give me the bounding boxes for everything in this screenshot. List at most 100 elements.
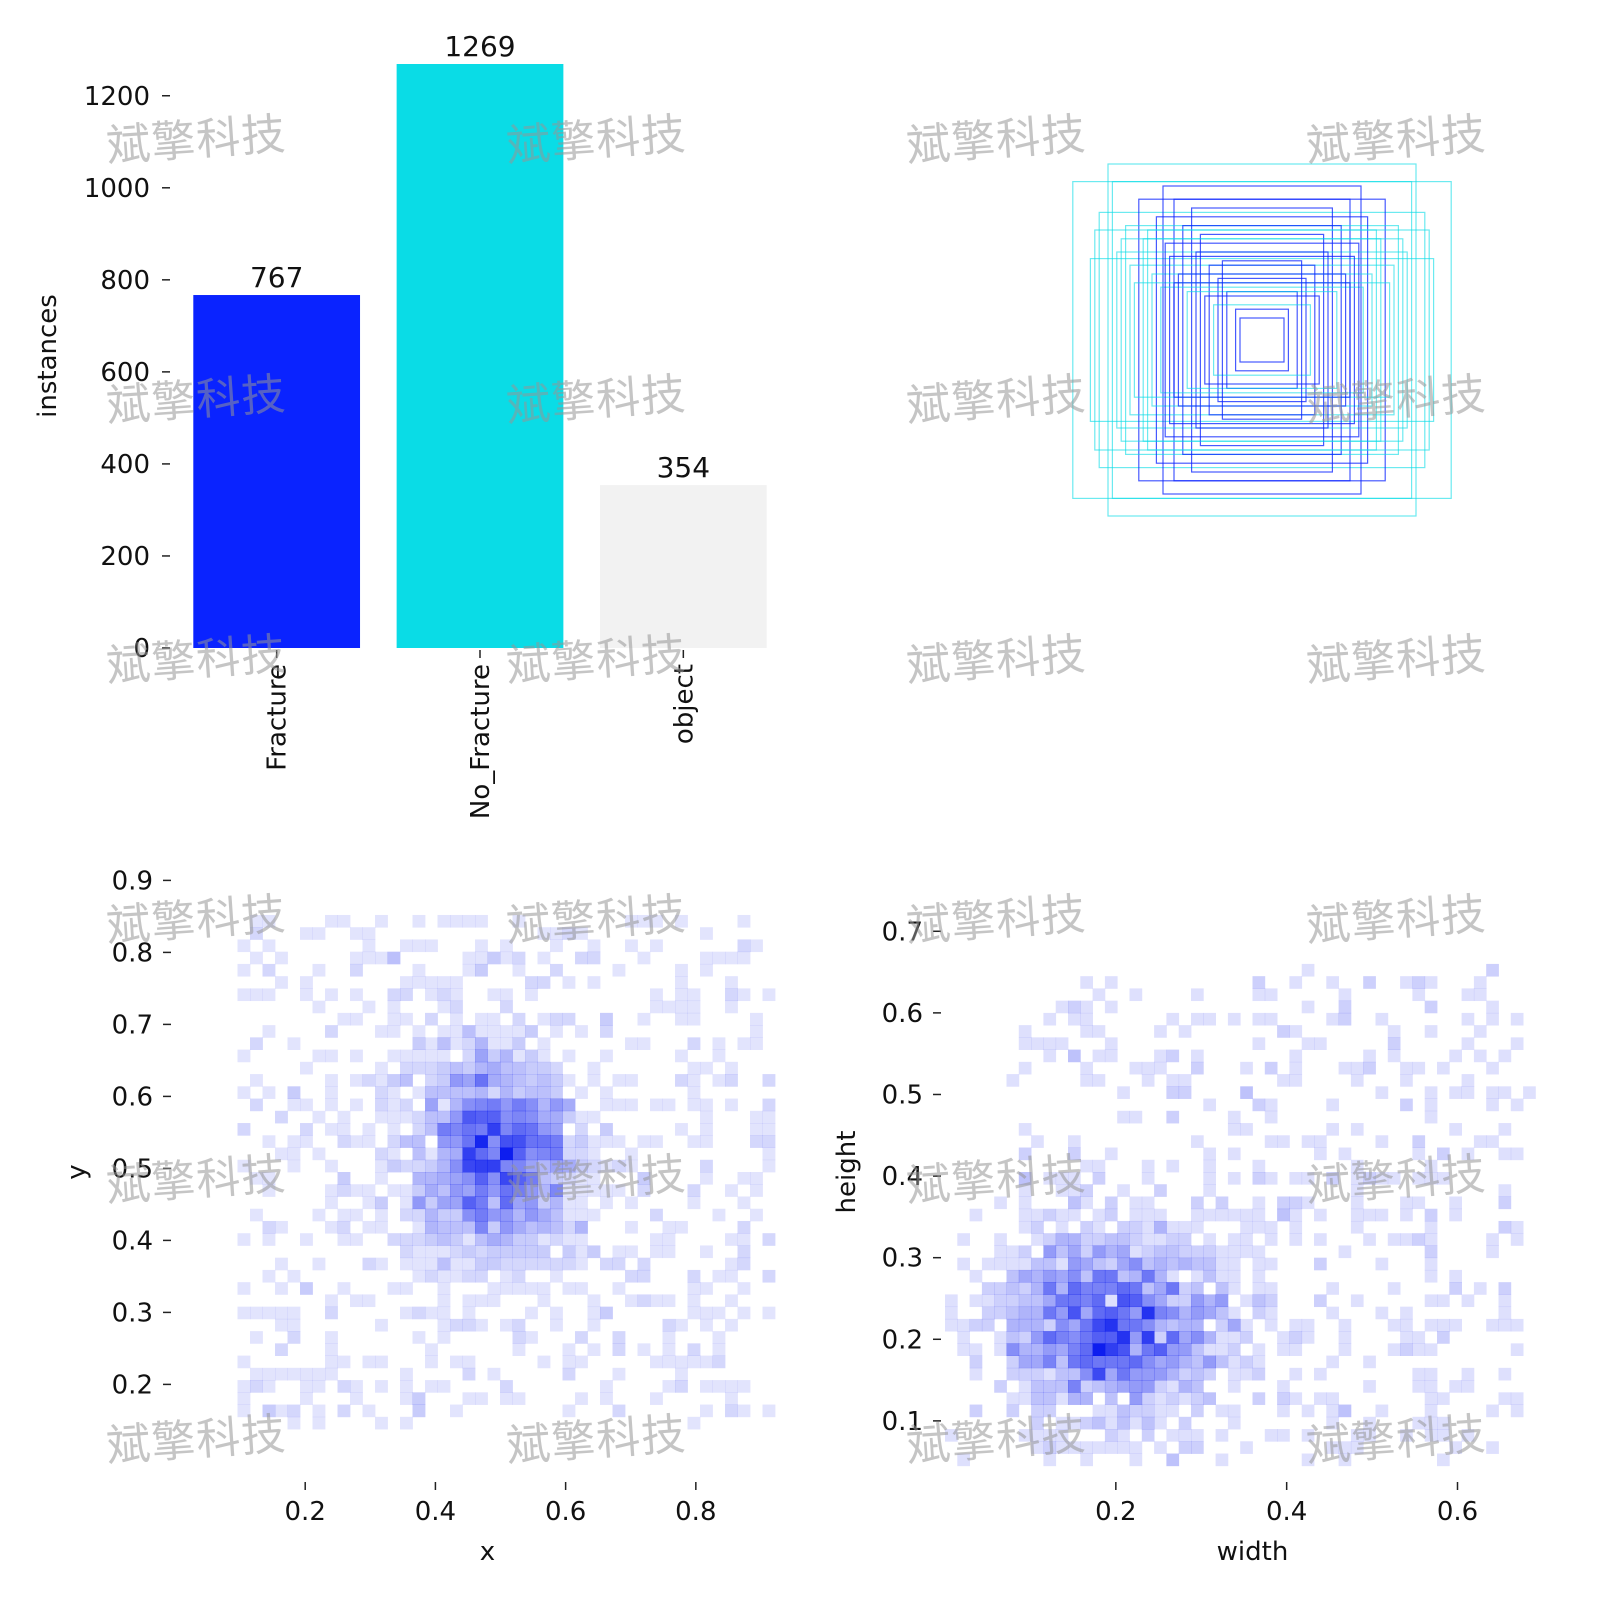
heatmap-cell [1227,1355,1241,1369]
heatmap-cell [237,988,251,1002]
heatmap-cell [1363,1429,1376,1442]
heatmap-cell [957,1318,970,1332]
heatmap-cell [1387,1049,1401,1063]
heatmap-cell [462,1208,476,1222]
heatmap-cell [275,1220,288,1234]
heatmap-cell [687,1098,701,1112]
width-height-heatmap-chart: 0.2 0.4 0.60.10.20.30.40.50.60.7widthheigh… [832,917,1536,1567]
heatmap-cell [487,1098,501,1112]
heatmap-cell [237,963,251,977]
heatmap-cell [250,1098,263,1112]
heatmap-cell [625,1269,638,1283]
heatmap-cell [1018,1208,1032,1222]
heatmap-cell [500,1184,513,1197]
heatmap-cell [994,1196,1007,1210]
heatmap-cell [1240,1233,1253,1246]
heatmap-cell [1314,1367,1327,1381]
heatmap-cell [1498,1196,1512,1210]
heatmap-cell [1227,1404,1241,1418]
heatmap-cell [1092,1257,1106,1271]
heatmap-cell [662,1331,676,1344]
heatmap-cell [387,1159,401,1173]
heatmap-cell [1092,1294,1106,1308]
heatmap-cell [1068,1306,1081,1320]
heatmap-cell [262,1404,276,1418]
heatmap-cell [1203,1355,1216,1369]
heatmap-cell [762,1098,776,1112]
heatmap-cell [1043,1037,1057,1050]
heatmap-cell [550,927,563,940]
heatmap-cell [450,1123,463,1136]
heatmap-cell [550,1025,563,1038]
heatmap-cell [237,1355,251,1369]
heatmap-cell [487,1245,501,1259]
heatmap-cell [981,1257,995,1271]
heatmap-cell [1178,1367,1192,1381]
heatmap-cell [1252,1172,1266,1185]
heatmap-cell [375,1098,388,1112]
heatmap-cell [337,1123,351,1136]
y-tick-label: 0.9 [112,866,153,896]
heatmap-cell [1375,1086,1389,1099]
heatmap-cell [1166,1220,1180,1234]
y-tick-label: 0.7 [882,917,923,947]
heatmap-cell [1363,1380,1376,1393]
heatmap-cell [1117,1110,1130,1124]
heatmap-cell [462,1098,476,1112]
heatmap-cell [1326,1404,1339,1418]
heatmap-cell [387,988,401,1002]
heatmap-cell [487,1110,501,1124]
heatmap-cell [700,1135,713,1148]
heatmap-cell [300,1098,313,1112]
heatmap-cell [587,1343,601,1356]
heatmap-cell [1141,1282,1155,1295]
heatmap-cell [1006,1331,1020,1344]
heatmap-cell [1068,1184,1081,1197]
heatmap-cell [1104,1355,1118,1369]
heatmap-cell [512,1172,526,1185]
heatmap-cell [1277,1196,1290,1210]
heatmap-cell [750,939,763,953]
heatmap-cell [969,1318,983,1332]
heatmap-cell [262,939,276,953]
heatmap-cell [475,963,488,977]
heatmap-cell [1301,1000,1315,1014]
heatmap-cell [687,1074,701,1087]
heatmap-cell [1338,1441,1352,1454]
heatmap-cell [1068,1331,1081,1344]
heatmap-cell [350,1012,363,1026]
heatmap-cell [1117,1429,1130,1442]
heatmap-cell [287,1037,301,1050]
heatmap-cell [1191,1392,1204,1405]
heatmap-cell [1510,1343,1524,1356]
heatmap-cell [400,1135,413,1148]
heatmap-cell [1154,1355,1167,1369]
heatmap-cell [387,1110,401,1124]
heatmap-cell [1104,1233,1118,1246]
heatmap-cell [737,1196,751,1210]
class-instances-bar-chart: 020040060080010001200instances767Fractur… [33,30,767,819]
heatmap-cell [1350,1441,1364,1454]
heatmap-cell [512,1184,526,1197]
heatmap-cell [737,1257,751,1271]
heatmap-cell [1338,1318,1352,1332]
heatmap-cell [1264,1110,1278,1124]
heatmap-cell [662,1233,676,1246]
heatmap-cell [475,1061,488,1075]
heatmap-cell [600,1025,613,1038]
x-tick-label: Fracture [263,664,293,771]
heatmap-cell [425,1380,438,1393]
heatmap-cell [1055,1208,1069,1222]
heatmap-cell [475,1110,488,1124]
heatmap-cell [1129,1453,1143,1467]
x-axis-label: x [480,1537,495,1567]
heatmap-cell [1191,1343,1204,1356]
heatmap-cell [450,1257,463,1271]
heatmap-cell [462,963,476,977]
heatmap-cell [1400,976,1413,989]
heatmap-cell [350,1392,363,1405]
heatmap-cell [437,1147,451,1161]
heatmap-cell [600,1184,613,1197]
heatmap-cell [1215,1318,1229,1332]
heatmap-cell [675,963,688,977]
